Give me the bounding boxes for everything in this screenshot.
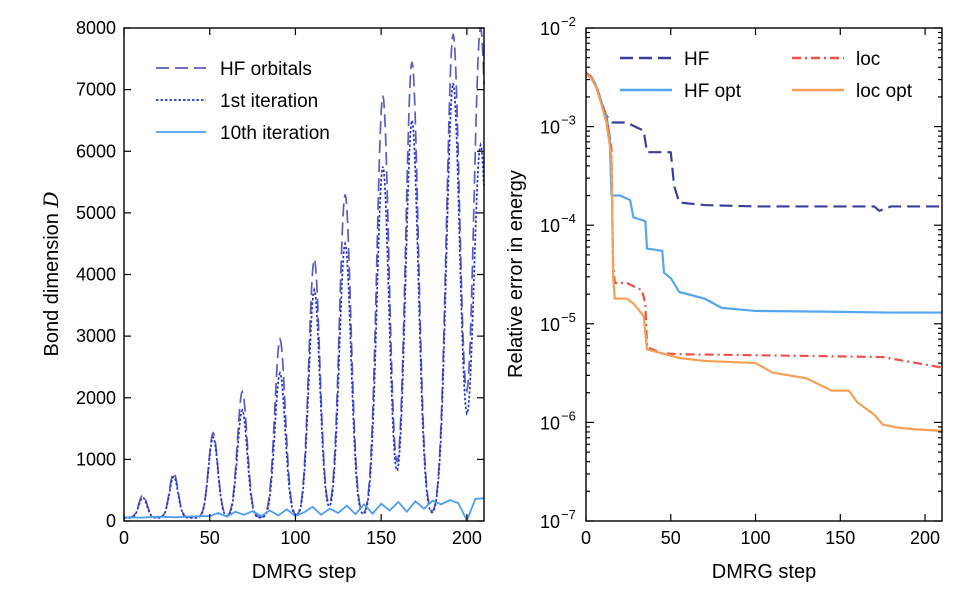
right-y-tick-exponent: −7 <box>561 507 576 522</box>
left-y-tick-label: 3000 <box>76 326 116 346</box>
right-x-tick-label: 50 <box>661 528 681 548</box>
right-y-tick-exponent: −3 <box>561 113 576 128</box>
right-y-tick-exponent: −4 <box>561 211 576 226</box>
left-x-tick-label: 150 <box>366 528 396 548</box>
right-x-tick-label: 200 <box>910 528 940 548</box>
right-y-tick-label: 10 <box>540 118 560 138</box>
left-y-tick-label: 5000 <box>76 203 116 223</box>
right-x-tick-label: 150 <box>825 528 855 548</box>
right-y-tick-exponent: −2 <box>561 14 576 29</box>
right-x-axis-label: DMRG step <box>712 561 816 583</box>
right-legend-label: HF opt <box>684 81 742 102</box>
right-y-tick-label: 10 <box>540 216 560 236</box>
left-y-axis-label: Bond dimension D <box>39 191 63 356</box>
left-y-tick-label: 4000 <box>76 265 116 285</box>
left-y-tick-label: 7000 <box>76 80 116 100</box>
left-x-tick-label: 0 <box>119 528 129 548</box>
left-x-tick-label: 100 <box>280 528 310 548</box>
left-y-axis-label-text: Bond dimension <box>41 208 63 357</box>
series-line-hf-opt <box>585 72 942 314</box>
left-y-tick-label: 8000 <box>76 18 116 38</box>
right-legend-label: HF <box>684 49 709 70</box>
left-y-tick-label: 0 <box>106 511 116 531</box>
left-x-tick-label: 50 <box>200 528 220 548</box>
right-x-tick-label: 100 <box>741 528 771 548</box>
right-plot-frame <box>585 27 943 522</box>
series-line-loc-opt <box>585 73 943 432</box>
left-x-axis-label: DMRG step <box>252 561 356 583</box>
right-plot-lines <box>585 72 943 432</box>
right-y-axis-label: Relative error in energy <box>505 170 527 378</box>
left-plot-lines <box>123 27 485 523</box>
left-y-tick-label: 6000 <box>76 141 116 161</box>
series-line-10th-iteration <box>123 497 485 523</box>
right-x-tick-label: 0 <box>581 528 591 548</box>
left-y-tick-label: 1000 <box>76 449 116 469</box>
left-legend-label: 10th iteration <box>220 123 330 144</box>
right-y-tick-label: 10 <box>540 413 560 433</box>
left-legend-label: 1st iteration <box>220 91 318 112</box>
right-legend: HF HF opt loc loc opt <box>620 49 913 102</box>
left-legend-label: HF orbitals <box>220 59 312 80</box>
bond-dimension-panel: 0 50 100 150 2000100020003000400050006000700… <box>39 18 485 583</box>
right-legend-label: loc <box>856 49 880 70</box>
right-y-tick-exponent: −5 <box>561 310 576 325</box>
left-y-tick-label: 2000 <box>76 388 116 408</box>
right-y-tick-exponent: −6 <box>561 408 576 423</box>
left-x-tick-label: 200 <box>452 528 482 548</box>
left-axis-ticks: 0 50 100 150 2000100020003000400050006000700… <box>76 18 484 548</box>
left-y-axis-label-variable: D <box>39 191 63 208</box>
right-legend-label: loc opt <box>856 81 913 102</box>
right-y-tick-label: 10 <box>540 512 560 532</box>
series-line-1st-iteration <box>124 83 485 519</box>
left-legend: HF orbitals 1st iteration 10th iteration <box>156 59 330 144</box>
right-y-tick-label: 10 <box>540 315 560 335</box>
right-y-tick-label: 10 <box>540 19 560 39</box>
